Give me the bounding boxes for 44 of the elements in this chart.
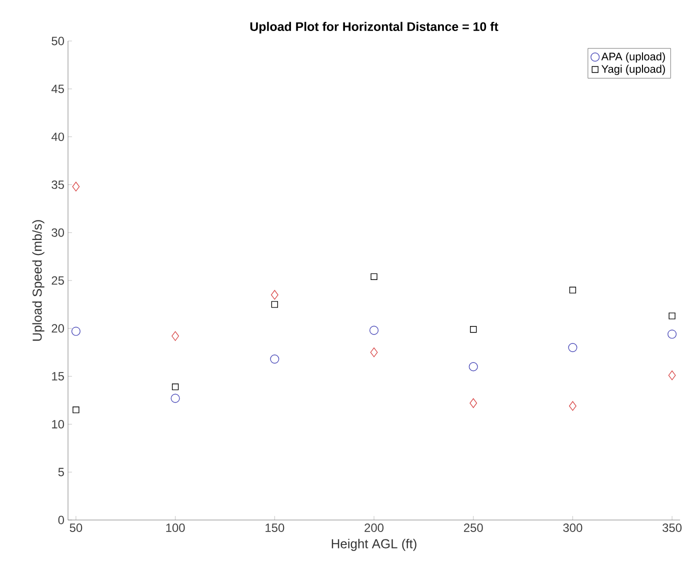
point [668, 330, 677, 339]
point [72, 406, 80, 414]
y-tick-label: 45 [51, 84, 64, 94]
point [270, 290, 278, 300]
point [370, 348, 378, 358]
y-axis-title: Upload Speed (mb/s) [32, 220, 44, 341]
point [668, 370, 676, 380]
point [72, 182, 80, 192]
x-tick-label: 100 [166, 524, 185, 532]
point [568, 401, 576, 411]
y-tick-label: 10 [52, 420, 64, 428]
point [270, 354, 280, 364]
point [172, 331, 180, 341]
y-tick-label: 25 [52, 276, 64, 285]
y-tick-label: 35 [52, 180, 64, 189]
x-tick-label: 350 [662, 524, 682, 532]
point [668, 312, 676, 320]
point [568, 343, 578, 352]
point [369, 326, 379, 335]
point [569, 286, 576, 294]
x-tick-label: 200 [364, 524, 384, 532]
legend-label: APA (upload) [601, 52, 665, 63]
point [468, 362, 478, 372]
point [170, 394, 180, 403]
point [271, 301, 278, 308]
y-tick-label: 50 [52, 36, 64, 46]
y-tick-label: 40 [51, 132, 64, 142]
x-tick-label: 250 [464, 524, 483, 532]
y-tick-label: 0 [58, 516, 64, 524]
legend-label: Yagi (upload) [602, 64, 665, 75]
y-tick-label: 30 [52, 228, 64, 237]
x-tick-label: 150 [266, 524, 284, 532]
point [470, 398, 478, 408]
point [370, 273, 378, 280]
point [71, 326, 80, 336]
chart-title: Upload Plot for Horizontal Distance = 10 ft [250, 22, 498, 34]
y-tick-label: 20 [52, 324, 64, 333]
x-axis-title: Height AGL (ft) [332, 538, 416, 551]
y-tick-label: 15 [52, 372, 64, 380]
point [470, 326, 477, 333]
x-tick-label: 300 [563, 524, 582, 532]
y-tick-label: 5 [58, 468, 64, 476]
x-tick-label: 50 [70, 524, 82, 532]
point [172, 384, 179, 390]
